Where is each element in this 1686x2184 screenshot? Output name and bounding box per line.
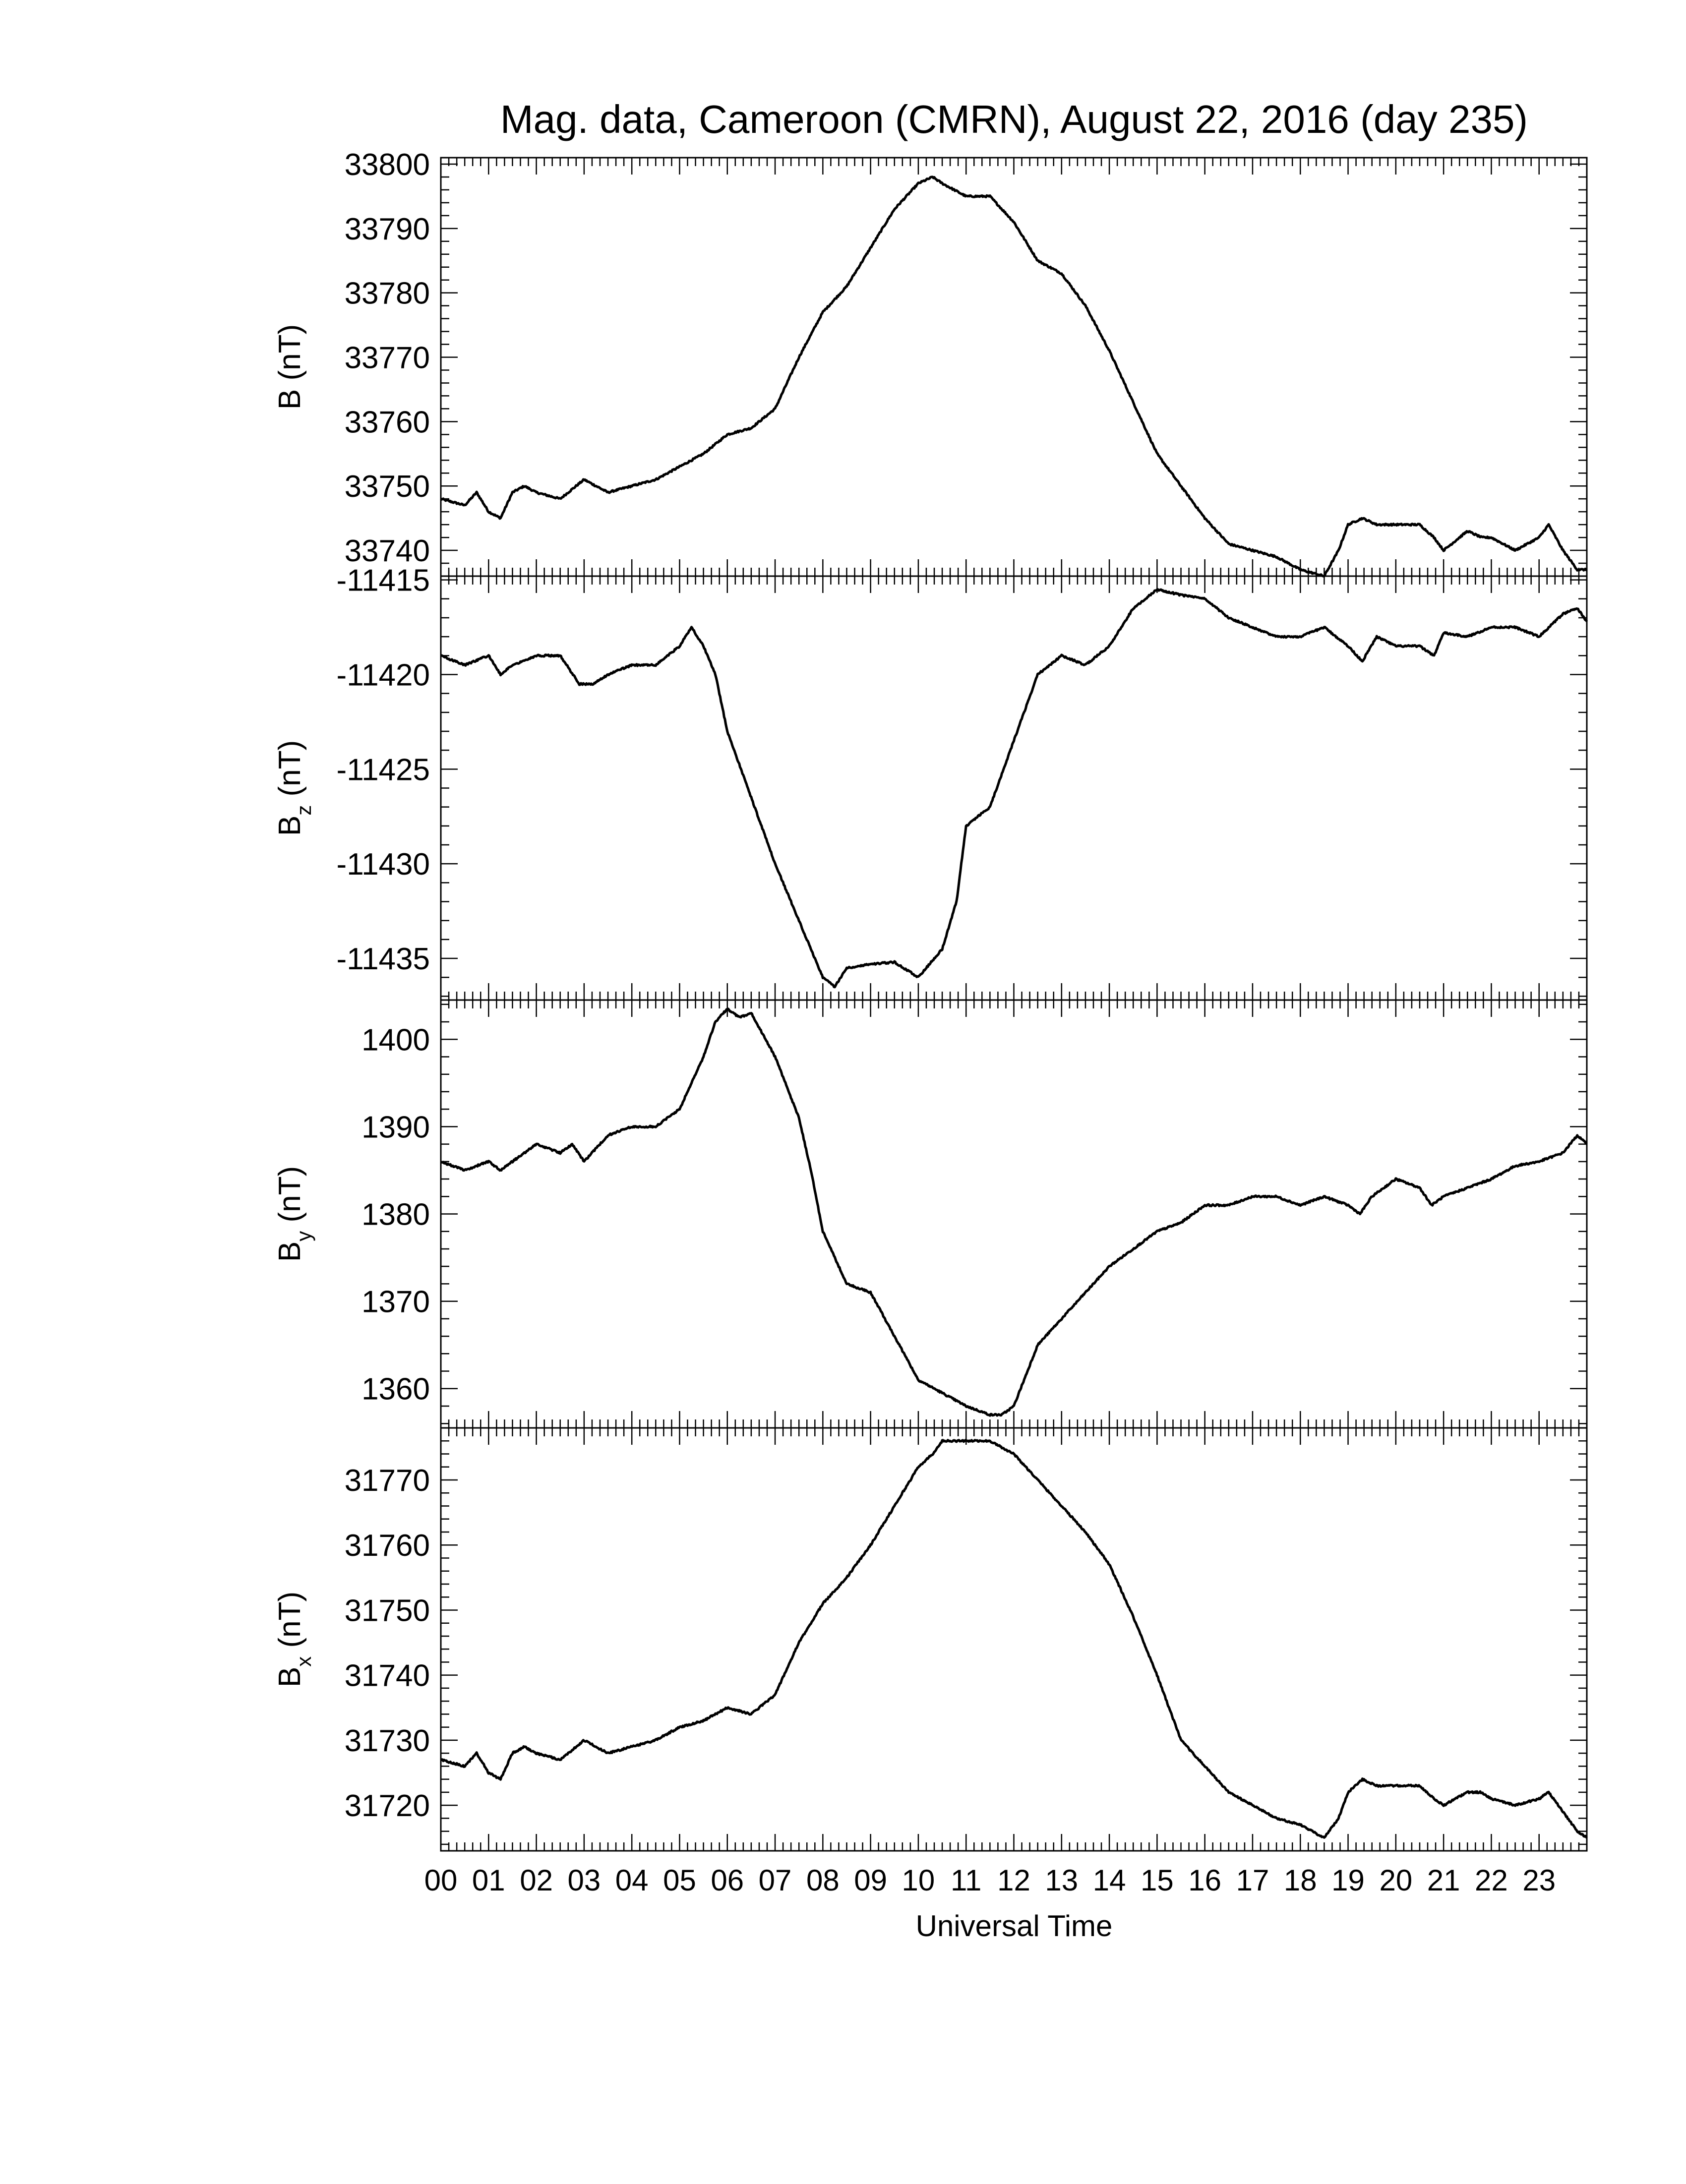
x-tick-label: 20 <box>1379 1864 1412 1897</box>
panel-3: 31720 31730 31740 31750 31760 31770 Bx (nT) <box>273 1427 1588 1852</box>
x-tick-label: 09 <box>854 1864 887 1897</box>
x-tick-label: 00 <box>424 1864 458 1897</box>
x-tick-label: 16 <box>1188 1864 1221 1897</box>
y-tick-label: 31760 <box>345 1529 430 1563</box>
x-tick-label: 19 <box>1331 1864 1365 1897</box>
y-tick-label: 33760 <box>345 405 430 439</box>
panel-0: 33740 33750 33760 33770 33780 33790 33800 B (nT… <box>273 148 1588 578</box>
y-axis-label-unit: (nT) <box>273 1166 307 1223</box>
y-axis-label-unit: (nT) <box>273 1592 307 1648</box>
y-tick-label: 1360 <box>361 1372 430 1407</box>
y-axis-label-gap <box>273 1223 307 1231</box>
x-tick-label: 11 <box>951 1864 981 1897</box>
x-tick-label: 05 <box>663 1864 696 1897</box>
y-tick-label: 31770 <box>345 1464 430 1498</box>
x-tick-label: 08 <box>806 1864 840 1897</box>
x-tick-label: 12 <box>997 1864 1030 1897</box>
y-tick-label: 1380 <box>361 1198 430 1232</box>
y-axis-label-gap <box>273 1648 307 1656</box>
x-tick-label: 06 <box>711 1864 744 1897</box>
y-axis-label: Bx (nT) <box>273 1592 315 1687</box>
y-tick-label: 33750 <box>345 470 430 504</box>
y-axis-label-unit: (nT) <box>273 324 307 381</box>
y-axis-label-sub: x <box>292 1656 315 1667</box>
y-tick-label: 1370 <box>361 1285 430 1319</box>
y-tick-label: 1390 <box>361 1110 430 1144</box>
data-line <box>440 588 1588 989</box>
y-tick-label: -11415 <box>337 564 430 598</box>
data-line <box>440 1439 1588 1839</box>
y-tick-label: 31730 <box>345 1724 430 1758</box>
x-tick-label: 23 <box>1522 1864 1556 1897</box>
y-tick-label: 31750 <box>345 1594 430 1628</box>
data-line <box>440 176 1587 578</box>
y-tick-label: -11435 <box>337 942 430 976</box>
y-tick-label: -11420 <box>337 658 430 692</box>
y-axis-label-main: B <box>273 389 307 410</box>
x-tick-label: 04 <box>615 1864 649 1897</box>
panels: 33740 33750 33760 33770 33780 33790 33800 B (nT… <box>273 148 1588 1897</box>
y-axis-label-sub: z <box>292 805 315 816</box>
y-axis-label-gap <box>273 797 307 805</box>
x-tick-label: 01 <box>472 1864 505 1897</box>
y-tick-label: 33790 <box>345 212 430 246</box>
y-axis-label: Bz (nT) <box>273 740 315 836</box>
y-axis-label: By (nT) <box>273 1166 315 1262</box>
x-tick-label: 18 <box>1284 1864 1317 1897</box>
x-tick-label: 14 <box>1093 1864 1126 1897</box>
y-axis-label: B (nT) <box>273 324 307 410</box>
y-tick-label: -11430 <box>337 847 430 882</box>
x-tick-label: 21 <box>1427 1864 1460 1897</box>
y-tick-label: 33770 <box>345 341 430 375</box>
x-tick-label: 13 <box>1045 1864 1078 1897</box>
y-tick-label: 1400 <box>361 1023 430 1057</box>
y-tick-label: 33800 <box>345 148 430 182</box>
y-tick-label: 33780 <box>345 277 430 311</box>
y-tick-label: -11425 <box>337 753 430 787</box>
x-tick-label: 02 <box>520 1864 553 1897</box>
y-axis-label-main: B <box>273 1667 307 1687</box>
y-tick-label: 31720 <box>345 1789 430 1823</box>
y-axis-label-main: B <box>273 816 307 836</box>
y-tick-label: 31740 <box>345 1659 430 1693</box>
data-line <box>440 1007 1588 1417</box>
x-tick-label: 15 <box>1141 1864 1174 1897</box>
x-tick-label: 07 <box>759 1864 792 1897</box>
x-tick-label: 17 <box>1236 1864 1269 1897</box>
x-axis-label: Universal Time <box>916 1909 1113 1943</box>
x-tick-label: 03 <box>568 1864 601 1897</box>
y-tick-label: 33740 <box>345 534 430 568</box>
chart-title: Mag. data, Cameroon (CMRN), August 22, 2… <box>500 97 1528 141</box>
x-tick-label: 10 <box>902 1864 935 1897</box>
y-axis-label-unit: (nT) <box>273 740 307 797</box>
y-axis-label-gap <box>273 381 307 389</box>
x-tick-label: 22 <box>1475 1864 1508 1897</box>
panel-1: -11415 -11420 -11425 -11430 -11435 Bz (nT) <box>273 564 1588 1001</box>
y-axis-label-main: B <box>273 1241 307 1262</box>
y-axis-label-sub: y <box>292 1231 315 1241</box>
